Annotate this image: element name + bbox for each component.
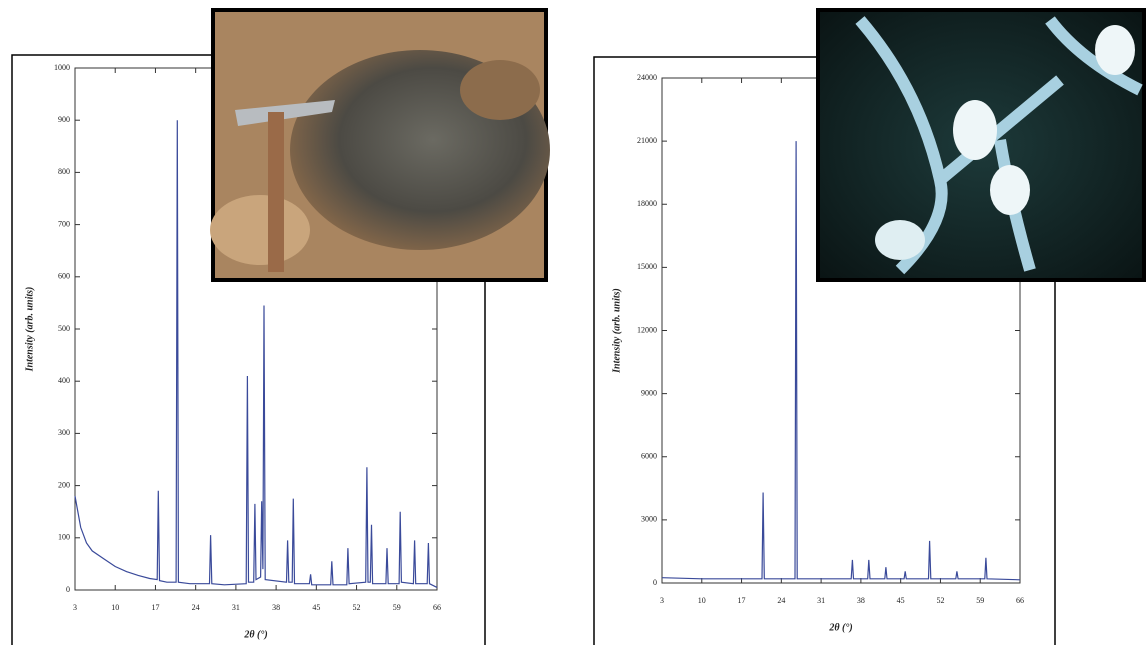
y-tick-label: 600	[58, 272, 70, 281]
y-tick-label: 24000	[637, 73, 657, 82]
y-tick-label: 100	[58, 533, 70, 542]
y-tick-label: 6000	[641, 452, 657, 461]
x-tick-label: 31	[232, 603, 240, 612]
x-tick-label: 45	[897, 596, 905, 605]
x-axis-label: 2θ (°)	[243, 629, 267, 640]
figure: 0100200300400500600700800900100031017243…	[0, 0, 1146, 645]
x-tick-label: 59	[393, 603, 401, 612]
x-tick-label: 17	[738, 596, 746, 605]
x-axis-label: 2θ (°)	[828, 622, 852, 633]
y-axis-label: Intensity (arb. units)	[611, 288, 622, 374]
thin-section-photo	[818, 10, 1144, 280]
x-tick-label: 38	[272, 603, 280, 612]
x-tick-label: 31	[817, 596, 825, 605]
y-tick-label: 9000	[641, 388, 657, 397]
y-axis-label: Intensity (arb. units)	[24, 287, 35, 373]
y-tick-label: 300	[58, 428, 70, 437]
y-tick-label: 900	[58, 115, 70, 124]
y-tick-label: 200	[58, 480, 70, 489]
y-tick-label: 1000	[54, 63, 70, 72]
y-tick-label: 400	[58, 376, 70, 385]
x-tick-label: 10	[698, 596, 706, 605]
x-tick-label: 3	[660, 596, 664, 605]
x-tick-label: 3	[73, 603, 77, 612]
field-photo	[210, 10, 550, 280]
y-tick-label: 3000	[641, 515, 657, 524]
x-tick-label: 38	[857, 596, 865, 605]
y-tick-label: 18000	[637, 199, 657, 208]
x-tick-label: 52	[353, 603, 361, 612]
x-tick-label: 66	[1016, 596, 1024, 605]
y-tick-label: 15000	[637, 262, 657, 271]
y-tick-label: 0	[653, 578, 657, 587]
x-tick-label: 10	[111, 603, 119, 612]
x-tick-label: 66	[433, 603, 441, 612]
y-tick-label: 700	[58, 219, 70, 228]
x-tick-label: 24	[192, 603, 200, 612]
y-tick-label: 500	[58, 324, 70, 333]
y-tick-label: 21000	[637, 136, 657, 145]
x-tick-label: 52	[936, 596, 944, 605]
x-tick-label: 59	[976, 596, 984, 605]
x-tick-label: 24	[777, 596, 785, 605]
y-tick-label: 0	[66, 585, 70, 594]
x-tick-label: 17	[151, 603, 159, 612]
y-tick-label: 800	[58, 167, 70, 176]
x-tick-label: 45	[312, 603, 320, 612]
y-tick-label: 12000	[637, 325, 657, 334]
